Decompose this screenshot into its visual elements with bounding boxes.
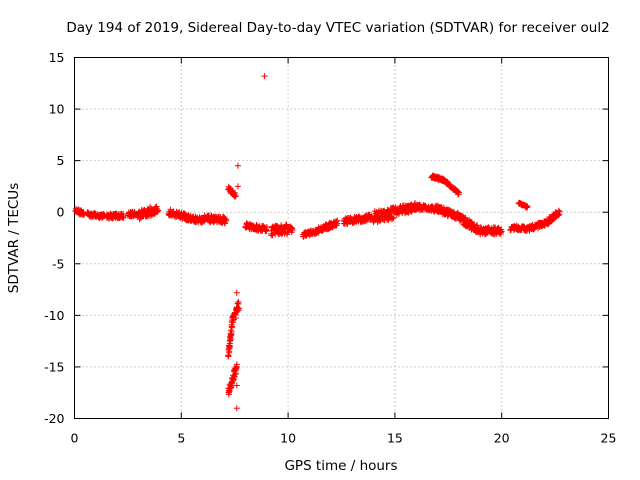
y-tick-label: -5 <box>52 256 64 271</box>
data-point <box>334 217 341 224</box>
x-axis-label: GPS time / hours <box>284 458 397 474</box>
data-point <box>451 208 457 215</box>
y-tick-label: 0 <box>57 205 65 220</box>
data-point <box>390 214 397 221</box>
y-tick-label: 10 <box>49 102 65 117</box>
y-tick-label: 15 <box>49 50 65 65</box>
x-tick-label: 25 <box>601 431 617 446</box>
data-point <box>261 73 268 80</box>
axis-ticks: 0 5 10 15 20 25 -20 -15 -10 -5 0 5 10 15 <box>44 50 616 446</box>
data-point <box>233 289 240 296</box>
y-tick-label: -15 <box>44 359 64 374</box>
chart-title: Day 194 of 2019, Sidereal Day-to-day VTE… <box>66 20 609 36</box>
data-point <box>232 193 239 200</box>
data-point <box>233 405 240 412</box>
data-point <box>233 361 240 368</box>
data-point <box>222 216 229 223</box>
x-tick-label: 5 <box>177 431 185 446</box>
grid <box>74 57 609 419</box>
data-point <box>389 215 396 222</box>
data-point <box>223 218 230 224</box>
data-point <box>155 207 161 214</box>
data-point <box>225 352 232 359</box>
x-tick-label: 15 <box>387 431 403 446</box>
y-tick-label: -20 <box>44 411 64 426</box>
x-tick-label: 10 <box>280 431 296 446</box>
y-tick-label: -10 <box>44 308 64 323</box>
data-point <box>524 203 531 210</box>
data-point <box>234 162 241 169</box>
data-point <box>120 214 127 221</box>
plot-frame <box>74 57 609 419</box>
data-point <box>232 315 239 321</box>
data-point <box>233 382 240 389</box>
x-tick-label: 20 <box>494 431 510 446</box>
y-axis-label: SDTVAR / TECUs <box>6 183 22 293</box>
data-point <box>474 222 481 229</box>
data-point <box>263 223 270 230</box>
data-point <box>234 183 241 190</box>
data-point <box>234 300 241 307</box>
x-tick-label: 0 <box>71 431 79 446</box>
data-point <box>235 298 242 305</box>
data-point <box>230 319 237 326</box>
data-point <box>289 225 296 232</box>
data-point <box>455 191 462 198</box>
data-point <box>556 208 563 215</box>
data-point <box>498 228 505 235</box>
data-point <box>416 201 423 208</box>
data-series <box>72 73 563 412</box>
data-point <box>236 305 242 312</box>
y-tick-label: 5 <box>57 153 65 168</box>
